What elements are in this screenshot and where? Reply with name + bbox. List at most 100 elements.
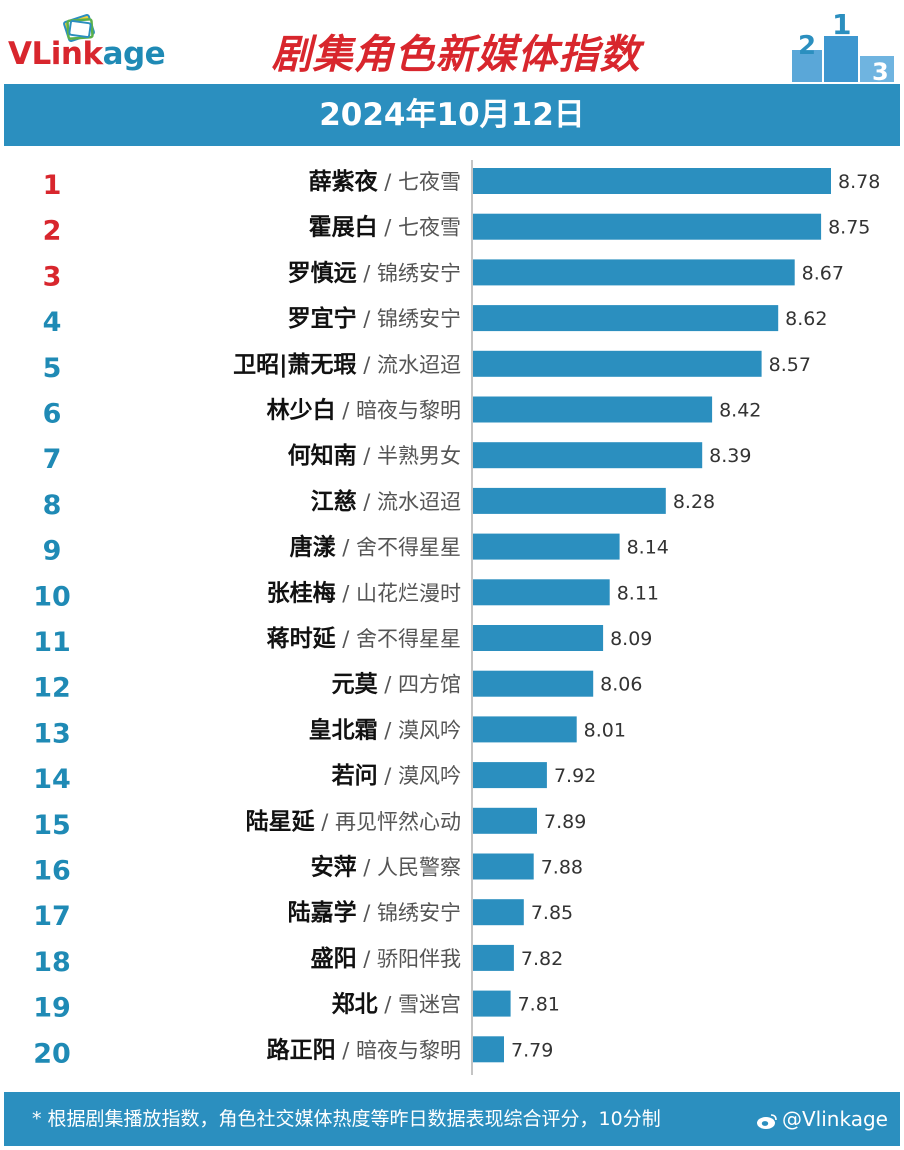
rank-number-1: 1: [43, 170, 62, 201]
drama-name-4: 锦绣安宁: [377, 307, 461, 331]
value-label-2: 8.75: [828, 217, 870, 239]
bar-2: [473, 213, 822, 240]
rank-number-19: 19: [33, 993, 71, 1024]
character-name-17: 陆嘉学: [288, 899, 357, 926]
logo-cards-icon: [63, 13, 95, 43]
label-separator-9: /: [336, 536, 356, 560]
logo-text: VLinkage: [8, 36, 166, 72]
drama-name-5: 流水迢迢: [377, 353, 461, 377]
drama-name-20: 暗夜与黎明: [356, 1038, 461, 1062]
character-name-10: 张桂梅: [267, 579, 336, 606]
character-name-9: 唐漾: [290, 534, 337, 561]
value-label-8: 8.28: [673, 491, 715, 513]
row-label-11: 蒋时延 / 舍不得星星: [267, 625, 461, 652]
rank-number-10: 10: [33, 581, 71, 612]
label-separator-14: /: [378, 764, 398, 788]
drama-name-8: 流水迢迢: [377, 490, 461, 514]
drama-name-11: 舍不得星星: [356, 627, 461, 651]
rank-number-14: 14: [33, 764, 71, 795]
drama-name-13: 漠风吟: [398, 718, 461, 742]
value-label-12: 8.06: [600, 674, 642, 696]
value-label-1: 8.78: [838, 171, 880, 193]
row-label-1: 薛紫夜 / 七夜雪: [309, 168, 461, 195]
rank-number-18: 18: [33, 947, 71, 978]
character-name-16: 安萍: [311, 854, 357, 881]
label-separator-10: /: [336, 581, 356, 605]
row-label-10: 张桂梅 / 山花烂漫时: [267, 579, 461, 606]
character-name-20: 路正阳: [267, 1036, 336, 1063]
label-separator-20: /: [336, 1038, 356, 1062]
character-name-13: 皇北霜: [309, 716, 378, 743]
character-name-8: 江慈: [311, 488, 357, 515]
value-label-11: 8.09: [610, 628, 652, 650]
character-name-7: 何知南: [288, 442, 357, 469]
drama-name-6: 暗夜与黎明: [356, 399, 461, 423]
character-name-2: 霍展白: [309, 214, 378, 241]
bar-18: [473, 944, 514, 971]
row-label-12: 元莫 / 四方馆: [332, 672, 461, 698]
rank-number-8: 8: [43, 490, 62, 521]
value-label-4: 8.62: [785, 308, 827, 330]
character-name-1: 薛紫夜: [309, 168, 379, 195]
drama-name-3: 锦绣安宁: [377, 261, 461, 285]
label-separator-7: /: [357, 444, 377, 468]
bar-9: [473, 533, 620, 560]
weibo-icon: [757, 1113, 777, 1129]
row-label-20: 路正阳 / 暗夜与黎明: [267, 1036, 461, 1063]
label-separator-8: /: [357, 490, 377, 514]
rank-number-3: 3: [43, 261, 62, 292]
bar-17: [473, 899, 524, 926]
bar-7: [473, 442, 703, 469]
label-separator-15: /: [315, 810, 335, 834]
character-name-15: 陆星延: [246, 809, 316, 835]
row-label-17: 陆嘉学 / 锦绣安宁: [288, 899, 461, 926]
value-label-10: 8.11: [617, 582, 659, 604]
label-separator-5: /: [357, 353, 377, 377]
bar-6: [473, 396, 713, 423]
footer-band: * 根据剧集播放指数，角色社交媒体热度等昨日数据表现综合评分，10分制 @Vli…: [4, 1092, 900, 1146]
character-name-19: 郑北: [332, 992, 378, 1018]
podium-icon: 2 1 3: [792, 8, 894, 82]
drama-name-10: 山花烂漫时: [356, 581, 461, 605]
svg-text:3: 3: [872, 58, 889, 82]
rank-number-2: 2: [43, 216, 62, 247]
drama-name-2: 七夜雪: [398, 216, 461, 240]
value-label-20: 7.79: [511, 1039, 553, 1061]
drama-name-15: 再见怦然心动: [335, 810, 461, 834]
label-separator-4: /: [357, 307, 377, 331]
label-separator-6: /: [336, 399, 356, 423]
drama-name-7: 半熟男女: [377, 444, 461, 468]
drama-name-19: 雪迷宫: [398, 993, 461, 1017]
row-label-14: 若问 / 漠风吟: [332, 763, 461, 789]
character-name-18: 盛阳: [311, 945, 357, 972]
drama-name-14: 漠风吟: [398, 764, 461, 788]
rank-number-12: 12: [33, 673, 71, 704]
rank-number-17: 17: [33, 901, 71, 932]
value-label-16: 7.88: [541, 857, 583, 879]
bar-13: [473, 716, 577, 743]
value-label-7: 8.39: [709, 445, 751, 467]
rank-number-7: 7: [43, 444, 62, 475]
label-separator-16: /: [357, 856, 377, 880]
rank-number-15: 15: [33, 810, 71, 841]
rank-number-6: 6: [43, 399, 62, 430]
drama-name-1: 七夜雪: [398, 170, 461, 194]
drama-name-18: 骄阳伴我: [377, 947, 461, 971]
bar-5: [473, 350, 762, 377]
bar-8: [473, 487, 666, 514]
date-banner: 2024年10月12日: [4, 84, 900, 146]
rank-number-20: 20: [33, 1038, 71, 1069]
character-name-6: 林少白: [267, 397, 336, 424]
footer-note: * 根据剧集播放指数，角色社交媒体热度等昨日数据表现综合评分，10分制: [32, 1108, 661, 1130]
label-separator-1: /: [378, 170, 398, 194]
row-label-9: 唐漾 / 舍不得星星: [290, 534, 461, 561]
value-label-15: 7.89: [544, 811, 586, 833]
rank-number-13: 13: [33, 718, 71, 749]
value-label-13: 8.01: [584, 719, 626, 741]
svg-text:1: 1: [832, 8, 851, 41]
label-separator-12: /: [378, 673, 398, 697]
rank-number-5: 5: [43, 353, 62, 384]
drama-name-12: 四方馆: [398, 673, 461, 697]
bar-12: [473, 670, 594, 697]
